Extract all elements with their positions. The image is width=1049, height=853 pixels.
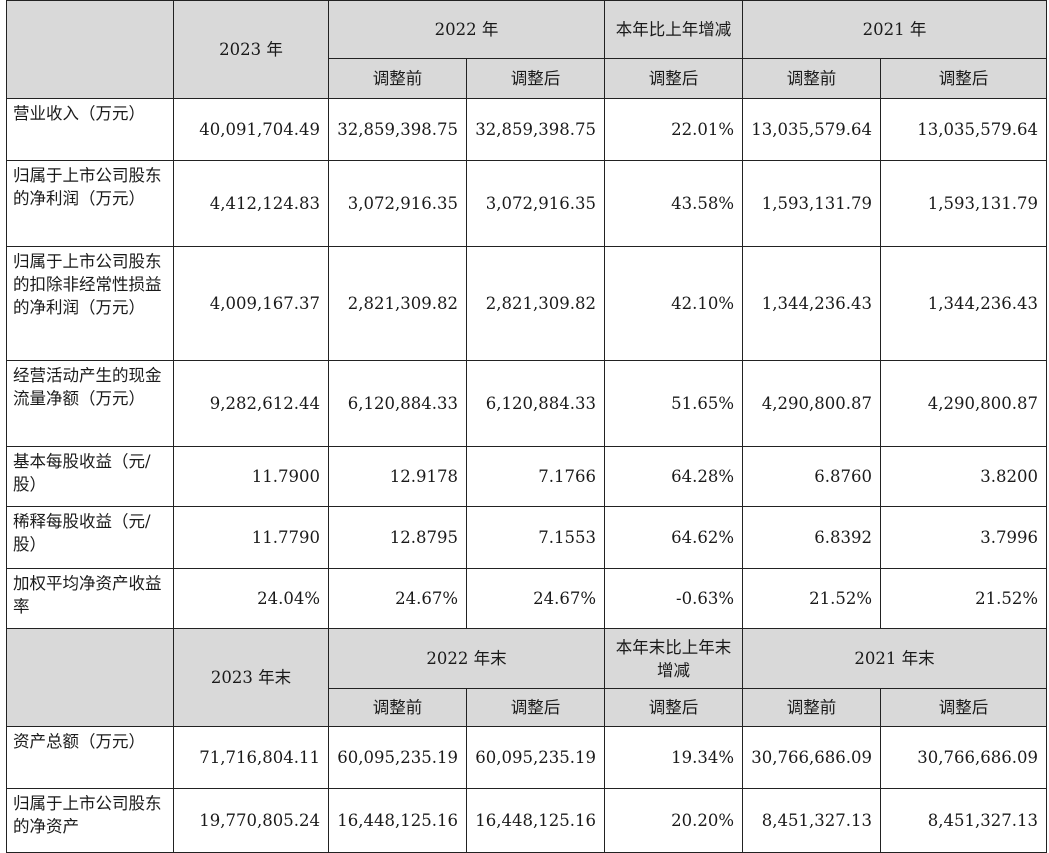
subheader-2021-after: 调整后 (880, 688, 1047, 727)
cell-2022-before: 6,120,884.33 (328, 360, 467, 447)
cell-2021-after: 3.7996 (880, 506, 1047, 569)
header-row-sub: 调整前 调整后 调整后 调整前 调整后 (7, 58, 1047, 99)
cell-2021-before: 13,035,579.64 (742, 98, 881, 161)
cell-2021-before: 6.8760 (742, 446, 881, 507)
table-row: 归属于上市公司股东的扣除非经常性损益的净利润（万元） 4,009,167.37 … (6, 246, 1047, 361)
cell-2023: 40,091,704.49 (173, 98, 329, 161)
col-header-2023-end: 2023 年末 (173, 628, 329, 727)
row-label: 资产总额（万元） (6, 726, 174, 789)
cell-change: 64.62% (604, 506, 743, 569)
cell-2022-after: 60,095,235.19 (466, 726, 605, 789)
row-label: 归属于上市公司股东的净利润（万元） (6, 160, 174, 247)
cell-change: 51.65% (604, 360, 743, 447)
row-label: 营业收入（万元） (6, 98, 174, 161)
subheader-2021-before: 调整前 (742, 688, 881, 727)
header-blank-cell (6, 0, 174, 99)
cell-2022-before: 3,072,916.35 (328, 160, 467, 247)
cell-2022-after: 6,120,884.33 (466, 360, 605, 447)
cell-2023: 4,412,124.83 (173, 160, 329, 247)
cell-2021-after: 1,593,131.79 (880, 160, 1047, 247)
subheader-2021-after: 调整后 (880, 58, 1047, 99)
cell-2022-after: 7.1766 (466, 446, 605, 507)
cell-2023: 24.04% (173, 568, 329, 629)
cell-2021-after: 30,766,686.09 (880, 726, 1047, 789)
cell-change: 43.58% (604, 160, 743, 247)
subheader-2021-before: 调整前 (742, 58, 881, 99)
table-row: 营业收入（万元） 40,091,704.49 32,859,398.75 32,… (6, 98, 1047, 161)
row-label: 归属于上市公司股东的净资产 (6, 788, 174, 853)
subheader-change-after: 调整后 (604, 688, 743, 727)
cell-change: 19.34% (604, 726, 743, 789)
cell-2023: 11.7900 (173, 446, 329, 507)
subheader-2022-before: 调整前 (328, 688, 467, 727)
cell-2022-after: 24.67% (466, 568, 605, 629)
table-row: 资产总额（万元） 71,716,804.11 60,095,235.19 60,… (6, 726, 1047, 789)
subheader-2022-after: 调整后 (466, 688, 605, 727)
col-header-2022-end: 2022 年末 (328, 628, 605, 689)
cell-2022-before: 16,448,125.16 (328, 788, 467, 853)
cell-2022-before: 12.9178 (328, 446, 467, 507)
financial-summary-table: 2023 年 2022 年 本年比上年增减 2021 年 调整前 调整后 调整后… (6, 0, 1047, 853)
cell-change: 20.20% (604, 788, 743, 853)
cell-change: 64.28% (604, 446, 743, 507)
table-row: 加权平均净资产收益率 24.04% 24.67% 24.67% -0.63% 2… (6, 568, 1047, 629)
row-label: 基本每股收益（元/股） (6, 446, 174, 507)
header-row-top: 2023 年 2022 年 本年比上年增减 2021 年 (6, 0, 1047, 99)
cell-2021-before: 4,290,800.87 (742, 360, 881, 447)
subheader-2022-before: 调整前 (328, 58, 467, 99)
table-row: 稀释每股收益（元/股） 11.7790 12.8795 7.1553 64.62… (6, 506, 1047, 569)
cell-2022-after: 16,448,125.16 (466, 788, 605, 853)
col-header-change: 本年比上年增减 (604, 0, 743, 59)
cell-2023: 4,009,167.37 (173, 246, 329, 361)
cell-2023: 71,716,804.11 (173, 726, 329, 789)
subheader-2022-after: 调整后 (466, 58, 605, 99)
cell-2021-after: 3.8200 (880, 446, 1047, 507)
col-header-2021-end: 2021 年末 (742, 628, 1047, 689)
row-label: 稀释每股收益（元/股） (6, 506, 174, 569)
table-row: 归属于上市公司股东的净利润（万元） 4,412,124.83 3,072,916… (6, 160, 1047, 247)
cell-2022-after: 2,821,309.82 (466, 246, 605, 361)
cell-2021-before: 1,593,131.79 (742, 160, 881, 247)
table-row: 归属于上市公司股东的净资产 19,770,805.24 16,448,125.1… (6, 788, 1047, 853)
row-label: 经营活动产生的现金流量净额（万元） (6, 360, 174, 447)
col-header-2021: 2021 年 (742, 0, 1047, 59)
cell-2021-before: 30,766,686.09 (742, 726, 881, 789)
col-header-2022: 2022 年 (328, 0, 605, 59)
cell-2022-before: 12.8795 (328, 506, 467, 569)
cell-change: 42.10% (604, 246, 743, 361)
cell-2022-before: 24.67% (328, 568, 467, 629)
cell-2021-after: 13,035,579.64 (880, 98, 1047, 161)
cell-2023: 9,282,612.44 (173, 360, 329, 447)
cell-2021-after: 1,344,236.43 (880, 246, 1047, 361)
header-row-sub: 调整前 调整后 调整后 调整前 调整后 (7, 688, 1047, 727)
row-label: 加权平均净资产收益率 (6, 568, 174, 629)
cell-change: 22.01% (604, 98, 743, 161)
cell-2022-after: 32,859,398.75 (466, 98, 605, 161)
header-blank-cell (6, 628, 174, 727)
cell-2021-after: 8,451,327.13 (880, 788, 1047, 853)
table-row: 经营活动产生的现金流量净额（万元） 9,282,612.44 6,120,884… (6, 360, 1047, 447)
col-header-change-end: 本年末比上年末增减 (604, 628, 743, 689)
row-label: 归属于上市公司股东的扣除非经常性损益的净利润（万元） (6, 246, 174, 361)
cell-2023: 11.7790 (173, 506, 329, 569)
cell-2021-before: 6.8392 (742, 506, 881, 569)
cell-2022-after: 7.1553 (466, 506, 605, 569)
col-header-2023: 2023 年 (173, 0, 329, 99)
cell-2022-after: 3,072,916.35 (466, 160, 605, 247)
cell-2021-after: 21.52% (880, 568, 1047, 629)
cell-2022-before: 2,821,309.82 (328, 246, 467, 361)
cell-2023: 19,770,805.24 (173, 788, 329, 853)
cell-2022-before: 60,095,235.19 (328, 726, 467, 789)
subheader-change-after: 调整后 (604, 58, 743, 99)
cell-2022-before: 32,859,398.75 (328, 98, 467, 161)
header-row-top: 2023 年末 2022 年末 本年末比上年末增减 2021 年末 (6, 628, 1047, 727)
cell-2021-after: 4,290,800.87 (880, 360, 1047, 447)
cell-change: -0.63% (604, 568, 743, 629)
table-row: 基本每股收益（元/股） 11.7900 12.9178 7.1766 64.28… (6, 446, 1047, 507)
cell-2021-before: 21.52% (742, 568, 881, 629)
cell-2021-before: 1,344,236.43 (742, 246, 881, 361)
cell-2021-before: 8,451,327.13 (742, 788, 881, 853)
